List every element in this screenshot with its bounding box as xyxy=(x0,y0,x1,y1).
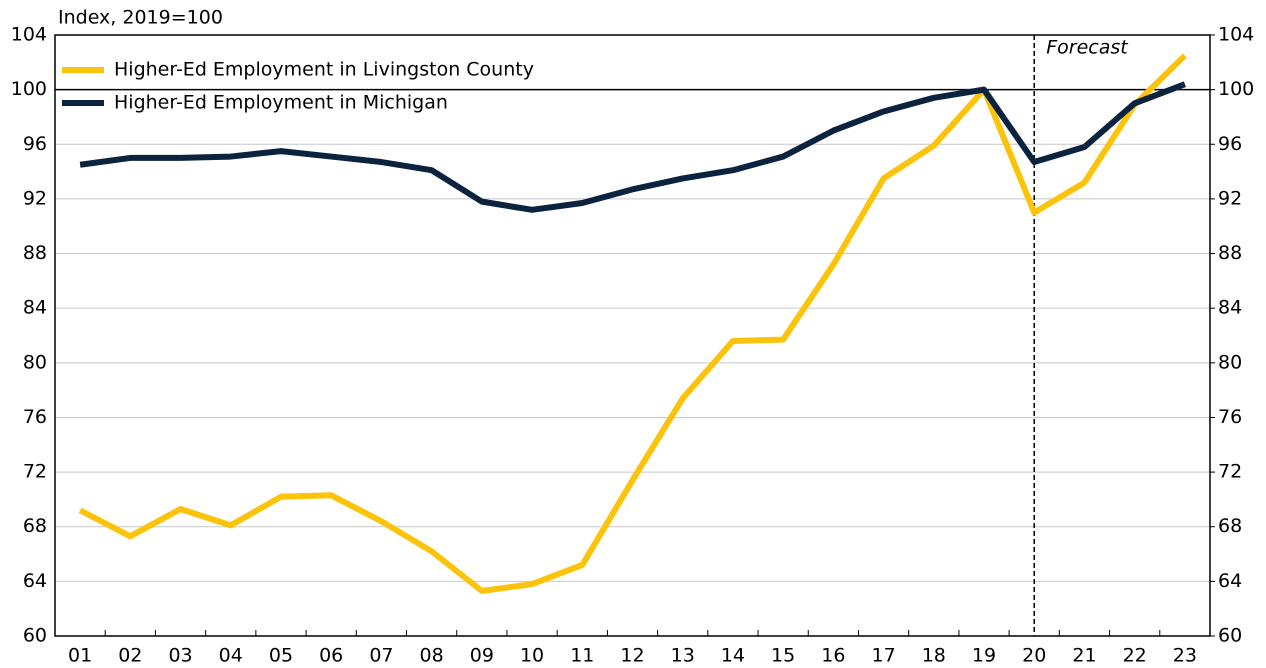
y2-tick-label: 80 xyxy=(1218,351,1242,373)
legend-label: Higher-Ed Employment in Livingston Count… xyxy=(114,59,534,81)
y-tick-label: 84 xyxy=(23,297,47,319)
legend-label: Higher-Ed Employment in Michigan xyxy=(114,92,448,114)
y-tick-label: 96 xyxy=(23,133,47,155)
y-tick-label: 68 xyxy=(23,515,47,537)
x-tick-label: 04 xyxy=(219,645,243,667)
y2-tick-label: 72 xyxy=(1218,461,1242,483)
x-tick-label: 21 xyxy=(1072,645,1096,667)
x-tick-label: 05 xyxy=(269,645,293,667)
y2-tick-label: 64 xyxy=(1218,570,1242,592)
x-tick-label: 02 xyxy=(118,645,142,667)
plot-frame xyxy=(54,34,1211,637)
x-tick-label: 15 xyxy=(771,645,795,667)
series-line xyxy=(79,81,1186,213)
y2-tick-label: 88 xyxy=(1218,242,1242,264)
y2-tick-label: 76 xyxy=(1218,406,1242,428)
x-tick-label: 14 xyxy=(721,645,745,667)
x-tick-label: 12 xyxy=(620,645,644,667)
x-tick-label: 18 xyxy=(922,645,946,667)
y2-tick-label: 92 xyxy=(1218,187,1242,209)
y2-tick-label: 96 xyxy=(1218,133,1242,155)
y-axis-label: Index, 2019=100 xyxy=(58,7,223,29)
x-tick-label: 13 xyxy=(671,645,695,667)
x-tick-label: 08 xyxy=(420,645,444,667)
x-tick-label: 09 xyxy=(470,645,494,667)
series-line xyxy=(78,53,1187,594)
x-tick-label: 07 xyxy=(369,645,393,667)
forecast-label: Forecast xyxy=(1046,37,1129,59)
y-tick-label: 80 xyxy=(23,351,47,373)
y-tick-label: 88 xyxy=(23,242,47,264)
x-tick-label: 22 xyxy=(1123,645,1147,667)
x-tick-label: 19 xyxy=(972,645,996,667)
y-tick-label: 100 xyxy=(11,78,47,100)
x-tick-label: 16 xyxy=(821,645,845,667)
x-tick-label: 06 xyxy=(319,645,343,667)
y2-tick-label: 100 xyxy=(1218,78,1254,100)
y-tick-label: 92 xyxy=(23,187,47,209)
x-tick-label: 20 xyxy=(1022,645,1046,667)
x-tick-label: 01 xyxy=(68,645,92,667)
y2-tick-label: 68 xyxy=(1218,515,1242,537)
y2-tick-label: 84 xyxy=(1218,297,1242,319)
y-tick-label: 64 xyxy=(23,570,47,592)
y-tick-label: 60 xyxy=(23,625,47,647)
x-tick-label: 11 xyxy=(570,645,594,667)
x-tick-label: 17 xyxy=(871,645,895,667)
x-tick-label: 03 xyxy=(168,645,192,667)
y2-tick-label: 104 xyxy=(1218,24,1254,46)
y-tick-label: 104 xyxy=(11,24,47,46)
y-tick-label: 76 xyxy=(23,406,47,428)
x-tick-label: 10 xyxy=(520,645,544,667)
y-tick-label: 72 xyxy=(23,461,47,483)
y2-tick-label: 60 xyxy=(1218,625,1242,647)
x-tick-label: 23 xyxy=(1173,645,1197,667)
